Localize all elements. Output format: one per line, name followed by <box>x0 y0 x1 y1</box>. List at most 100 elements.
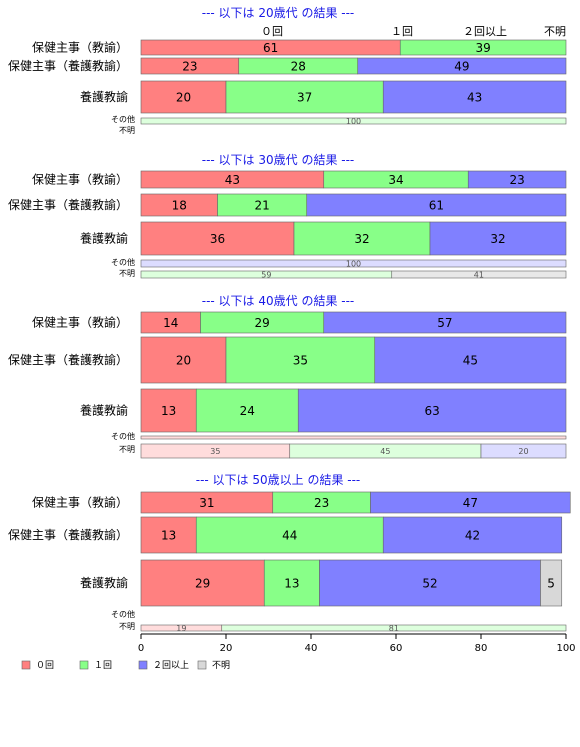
bar-segment <box>357 57 567 75</box>
column-header: 不明 <box>544 25 566 38</box>
data-label: 45 <box>463 354 478 368</box>
bar-segment <box>140 221 295 256</box>
bar-segment <box>195 516 384 554</box>
bar-segment <box>297 388 567 433</box>
legend-label: １回 <box>94 660 112 671</box>
data-label: 61 <box>429 199 444 213</box>
data-label: 23 <box>314 496 329 510</box>
bar-segment <box>399 39 567 56</box>
data-label: 35 <box>293 354 308 368</box>
bar-segment <box>374 336 567 384</box>
data-label: 24 <box>240 404 255 418</box>
column-header: ０回 <box>261 25 283 38</box>
bar-segment <box>140 435 567 440</box>
row-label: 保健主事（養護教諭） <box>8 352 128 367</box>
row-label: 保健主事（教諭） <box>32 40 128 55</box>
row-label: 養護教諭 <box>80 89 128 104</box>
bar-segment <box>382 516 563 554</box>
x-tick-label: 20 <box>220 643 233 654</box>
data-label: 100 <box>346 117 361 126</box>
data-label: 28 <box>291 60 306 74</box>
bar-segment <box>140 559 265 607</box>
legend-swatch <box>197 660 207 670</box>
row-label: 保健主事（教諭） <box>32 495 128 510</box>
data-label: 13 <box>161 404 176 418</box>
row-label: その他 <box>111 431 135 441</box>
bar-segment <box>319 559 541 607</box>
row-label: 不明 <box>119 126 135 135</box>
x-tick-label: 60 <box>390 643 403 654</box>
x-tick-label: 40 <box>305 643 318 654</box>
data-label: 5 <box>547 577 555 591</box>
legend-label: ０回 <box>36 660 54 671</box>
data-label: 32 <box>354 232 369 246</box>
bar-segment <box>225 336 376 384</box>
row-label: 不明 <box>119 622 135 631</box>
bar-segment <box>306 193 567 217</box>
row-label: 保健主事（教諭） <box>32 172 128 187</box>
data-label: 63 <box>424 404 439 418</box>
data-label: 45 <box>380 447 390 456</box>
data-label: 37 <box>297 91 312 105</box>
data-label: 39 <box>475 41 490 55</box>
column-header: ２回以上 <box>463 25 507 38</box>
row-label: その他 <box>111 114 135 124</box>
data-label: 13 <box>284 577 299 591</box>
bar-segment <box>467 170 567 189</box>
bar-segment <box>221 624 567 632</box>
row-label: 養護教諭 <box>80 403 128 418</box>
row-label: 不明 <box>119 269 135 278</box>
data-label: 31 <box>199 496 214 510</box>
panel-title: --- 以下は 20歳代 の結果 --- <box>202 6 355 20</box>
data-label: 100 <box>346 260 361 269</box>
x-tick-label: 80 <box>475 643 488 654</box>
row-label: 保健主事（養護教諭） <box>8 527 128 542</box>
bar-segment <box>140 336 227 384</box>
bar-segment <box>540 559 563 607</box>
row-label: 保健主事（養護教諭） <box>8 197 128 212</box>
data-label: 81 <box>389 624 399 633</box>
bar-segment <box>140 259 567 268</box>
data-label: 61 <box>263 41 278 55</box>
data-label: 57 <box>437 316 452 330</box>
data-label: 47 <box>463 496 478 510</box>
bar-segment <box>140 80 227 114</box>
data-label: 41 <box>474 271 484 280</box>
panel-title: --- 以下は 40歳代 の結果 --- <box>202 294 355 308</box>
bar-segment <box>293 221 431 256</box>
data-label: 20 <box>176 354 191 368</box>
data-label: 43 <box>467 91 482 105</box>
bar-segment <box>323 311 567 334</box>
bar-segment <box>140 117 567 125</box>
panel-title: --- 以下は 50歳以上 の結果 --- <box>196 473 361 487</box>
legend-label: 不明 <box>212 660 230 671</box>
data-label: 44 <box>282 529 297 543</box>
panel-title: --- 以下は 30歳代 の結果 --- <box>202 153 355 167</box>
bar-segment <box>195 388 299 433</box>
row-label: 養護教諭 <box>80 231 128 246</box>
row-label: 養護教諭 <box>80 575 128 590</box>
x-tick-label: 100 <box>556 643 575 654</box>
data-label: 34 <box>388 173 403 187</box>
x-tick-label: 0 <box>138 643 144 654</box>
data-label: 20 <box>518 447 528 456</box>
data-label: 49 <box>454 60 469 74</box>
data-label: 23 <box>182 60 197 74</box>
column-header: １回 <box>391 25 413 38</box>
data-label: 43 <box>225 173 240 187</box>
data-label: 18 <box>172 199 187 213</box>
bar-segment <box>391 270 567 279</box>
data-label: 52 <box>422 577 437 591</box>
row-label: 保健主事（教諭） <box>32 315 128 330</box>
bar-segment <box>140 388 197 433</box>
bar-segment <box>263 559 320 607</box>
data-label: 29 <box>195 577 210 591</box>
data-label: 14 <box>163 316 178 330</box>
data-label: 42 <box>465 529 480 543</box>
bar-segment <box>480 443 567 459</box>
legend-swatch <box>21 660 31 670</box>
data-label: 13 <box>161 529 176 543</box>
row-label: 保健主事（養護教諭） <box>8 58 128 73</box>
data-label: 23 <box>509 173 524 187</box>
